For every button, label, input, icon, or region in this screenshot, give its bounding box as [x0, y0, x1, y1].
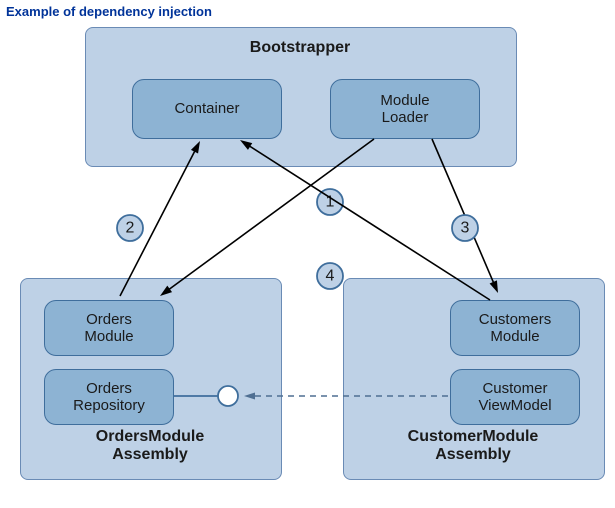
arrow-badge-circle-1: [317, 189, 343, 215]
arrow-badge-label-1: 1: [326, 194, 335, 211]
node-customerViewModel: CustomerViewModel: [450, 369, 580, 425]
arrow-badge-label-2: 2: [126, 220, 135, 237]
node-customersModule: CustomersModule: [450, 300, 580, 356]
arrow-badge-circle-4: [317, 263, 343, 289]
node-ordersRepository: OrdersRepository: [44, 369, 174, 425]
panel-label-customers: CustomerModuleAssembly: [343, 428, 603, 464]
arrow-badge-circle-2: [117, 215, 143, 241]
figure-title: Example of dependency injection: [6, 4, 212, 19]
node-moduleLoader: ModuleLoader: [330, 79, 480, 139]
panel-label-orders: OrdersModuleAssembly: [20, 428, 280, 464]
node-ordersModule: OrdersModule: [44, 300, 174, 356]
arrow-badge-label-3: 3: [461, 220, 470, 237]
panel-label-bootstrapper: Bootstrapper: [85, 39, 515, 57]
arrow-badge-circle-3: [452, 215, 478, 241]
node-container: Container: [132, 79, 282, 139]
arrow-badge-label-4: 4: [326, 268, 335, 285]
